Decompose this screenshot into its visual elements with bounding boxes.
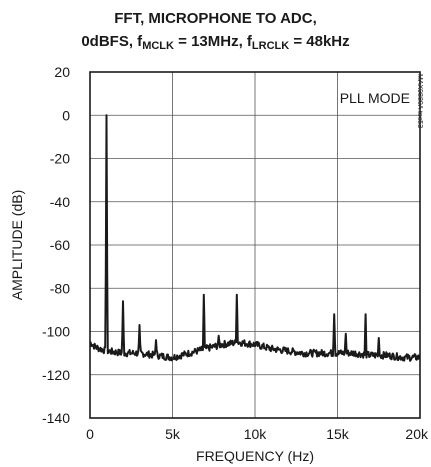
chart-title-line-2: 0dBFS, fMCLK = 13MHz, fLRCLK = 48kHz (0, 33, 431, 55)
y-tick-label: -100 (42, 324, 70, 340)
x-tick-label: 10k (244, 426, 268, 442)
fft-trace (89, 114, 421, 362)
y-tick-label: 0 (62, 107, 70, 123)
y-tick-label: -40 (50, 194, 70, 210)
title-sub-mclk: MCLK (142, 40, 174, 52)
y-tick-label: -120 (42, 367, 70, 383)
title-suffix: = 48kHz (289, 33, 350, 50)
title-prefix: 0dBFS, f (81, 33, 143, 50)
x-tick-label: 15k (326, 426, 350, 442)
x-tick-label: 5k (165, 426, 181, 442)
grid-lines (90, 72, 420, 418)
y-axis-label: AMPLITUDE (dB) (9, 190, 25, 300)
x-tick-label: 0 (86, 426, 94, 442)
y-tick-label: -140 (42, 410, 70, 426)
x-tick-labels: 0 5k 10k 15k 20k (86, 426, 429, 442)
y-tick-labels: 20 0 -20 -40 -60 -80 -100 -120 -140 (42, 64, 70, 426)
title-mid: = 13MHz, f (173, 33, 252, 50)
y-tick-label: 20 (54, 64, 70, 80)
chart-title-line-1: FFT, MICROPHONE TO ADC, (114, 10, 317, 27)
y-tick-label: -20 (50, 151, 70, 167)
plot-frame (89, 71, 421, 419)
figure-id: MAX9880A toc53 (416, 74, 423, 128)
y-tick-label: -60 (50, 237, 70, 253)
y-tick-label: -80 (50, 280, 70, 296)
x-tick-label: 20k (405, 426, 429, 442)
title-sub-lrclk: LRCLK (251, 40, 290, 52)
x-axis-label: FREQUENCY (Hz) (196, 448, 314, 464)
pll-mode-label: PLL MODE (340, 90, 410, 106)
